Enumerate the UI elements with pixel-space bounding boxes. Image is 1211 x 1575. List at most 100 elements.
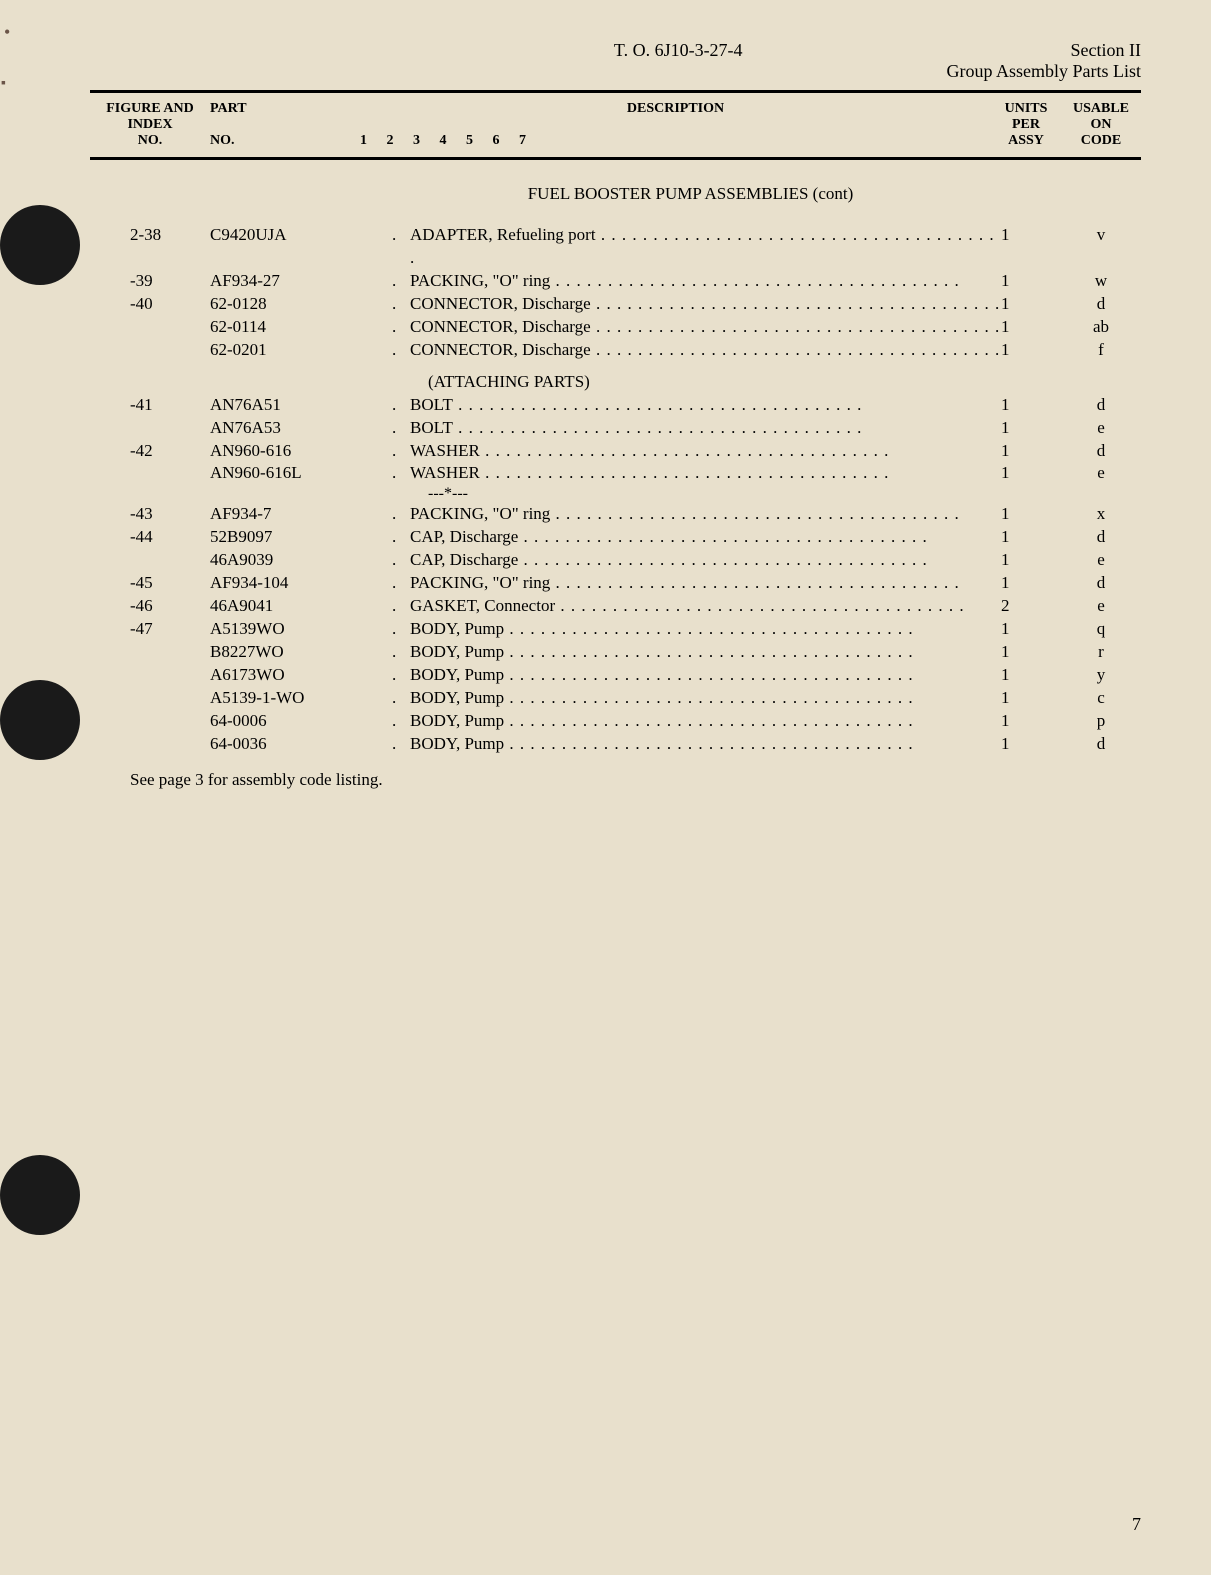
cell-code: q <box>1061 618 1141 641</box>
table-row: -41AN76A51.BOLT1d <box>90 394 1141 417</box>
cell-indent: . <box>380 664 410 687</box>
cell-figure <box>90 549 210 572</box>
cell-code: d <box>1061 733 1141 756</box>
cell-description: BOLT <box>410 394 1001 417</box>
cell-description: BODY, Pump <box>410 618 1001 641</box>
cell-code: v <box>1061 224 1141 270</box>
cell-part: AF934-27 <box>210 270 380 293</box>
col-header-figure: FIGURE AND INDEX NO. <box>90 101 210 149</box>
document-id: T. O. 6J10-3-27-4 <box>410 40 946 82</box>
table-row: 62-0201.CONNECTOR, Discharge1f <box>90 339 1141 362</box>
cell-description: WASHER <box>410 462 1001 485</box>
cell-units: 1 <box>1001 270 1061 293</box>
cell-part: AN76A51 <box>210 394 380 417</box>
cell-description: ADAPTER, Refueling port <box>410 224 1001 270</box>
cell-description: WASHER <box>410 440 1001 463</box>
cell-indent: . <box>380 549 410 572</box>
artifact-mark: ▪ <box>1 76 6 92</box>
cell-description: PACKING, "O" ring <box>410 270 1001 293</box>
cell-code: r <box>1061 641 1141 664</box>
cell-part: AN76A53 <box>210 417 380 440</box>
col-header-units: UNITS PER ASSY <box>991 101 1061 149</box>
col-header-code: USABLE ON CODE <box>1061 101 1141 149</box>
cell-description: CONNECTOR, Discharge <box>410 293 1001 316</box>
separator-text: ---*--- <box>90 485 1141 503</box>
cell-units: 1 <box>1001 462 1061 485</box>
cell-code: e <box>1061 595 1141 618</box>
punch-hole <box>0 680 80 760</box>
cell-code: d <box>1061 394 1141 417</box>
cell-code: w <box>1061 270 1141 293</box>
cell-figure: -40 <box>90 293 210 316</box>
cell-units: 1 <box>1001 316 1061 339</box>
cell-indent: . <box>380 293 410 316</box>
cell-part: AN960-616 <box>210 440 380 463</box>
punch-hole <box>0 205 80 285</box>
table-row: AN76A53.BOLT1e <box>90 417 1141 440</box>
col-header-description: DESCRIPTION 1 2 3 4 5 6 7 <box>360 101 991 149</box>
cell-figure: -47 <box>90 618 210 641</box>
cell-part: 46A9041 <box>210 595 380 618</box>
cell-part: B8227WO <box>210 641 380 664</box>
cell-part: AF934-104 <box>210 572 380 595</box>
cell-description: BODY, Pump <box>410 641 1001 664</box>
cell-units: 1 <box>1001 417 1061 440</box>
cell-units: 1 <box>1001 572 1061 595</box>
table-row: -4062-0128.CONNECTOR, Discharge1d <box>90 293 1141 316</box>
punch-hole <box>0 1155 80 1235</box>
cell-indent: . <box>380 339 410 362</box>
cell-units: 1 <box>1001 549 1061 572</box>
cell-description: GASKET, Connector <box>410 595 1001 618</box>
cell-units: 1 <box>1001 394 1061 417</box>
cell-figure <box>90 664 210 687</box>
cell-units: 1 <box>1001 503 1061 526</box>
cell-units: 1 <box>1001 339 1061 362</box>
cell-units: 1 <box>1001 710 1061 733</box>
cell-units: 1 <box>1001 618 1061 641</box>
cell-indent: . <box>380 572 410 595</box>
cell-figure: -42 <box>90 440 210 463</box>
cell-part: 64-0006 <box>210 710 380 733</box>
cell-code: d <box>1061 293 1141 316</box>
cell-indent: . <box>380 526 410 549</box>
cell-description: CONNECTOR, Discharge <box>410 316 1001 339</box>
table-row: -4646A9041.GASKET, Connector2e <box>90 595 1141 618</box>
cell-description: BODY, Pump <box>410 664 1001 687</box>
cell-figure <box>90 462 210 485</box>
cell-figure: -41 <box>90 394 210 417</box>
cell-part: A5139-1-WO <box>210 687 380 710</box>
table-row: -42AN960-616.WASHER1d <box>90 440 1141 463</box>
cell-code: p <box>1061 710 1141 733</box>
cell-indent: . <box>380 270 410 293</box>
cell-code: ab <box>1061 316 1141 339</box>
cell-part: 62-0201 <box>210 339 380 362</box>
cell-units: 1 <box>1001 293 1061 316</box>
section-number: Section II <box>946 40 1141 61</box>
cell-indent: . <box>380 462 410 485</box>
cell-description: BODY, Pump <box>410 733 1001 756</box>
cell-figure <box>90 316 210 339</box>
cell-code: x <box>1061 503 1141 526</box>
table-row: 2-38C9420UJA.ADAPTER, Refueling port1v <box>90 224 1141 270</box>
cell-code: d <box>1061 440 1141 463</box>
cell-figure: -39 <box>90 270 210 293</box>
page-number: 7 <box>1132 1514 1141 1535</box>
cell-figure <box>90 641 210 664</box>
cell-indent: . <box>380 618 410 641</box>
footnote: See page 3 for assembly code listing. <box>90 770 1141 790</box>
cell-indent: . <box>380 687 410 710</box>
cell-code: c <box>1061 687 1141 710</box>
cell-code: d <box>1061 572 1141 595</box>
cell-description: CAP, Discharge <box>410 526 1001 549</box>
cell-code: e <box>1061 417 1141 440</box>
cell-description: CONNECTOR, Discharge <box>410 339 1001 362</box>
cell-description: BOLT <box>410 417 1001 440</box>
cell-indent: . <box>380 440 410 463</box>
cell-indent: . <box>380 710 410 733</box>
section-title: FUEL BOOSTER PUMP ASSEMBLIES (cont) <box>240 184 1141 204</box>
cell-code: e <box>1061 549 1141 572</box>
cell-indent: . <box>380 224 410 270</box>
cell-indent: . <box>380 503 410 526</box>
cell-description: PACKING, "O" ring <box>410 503 1001 526</box>
cell-figure: -44 <box>90 526 210 549</box>
